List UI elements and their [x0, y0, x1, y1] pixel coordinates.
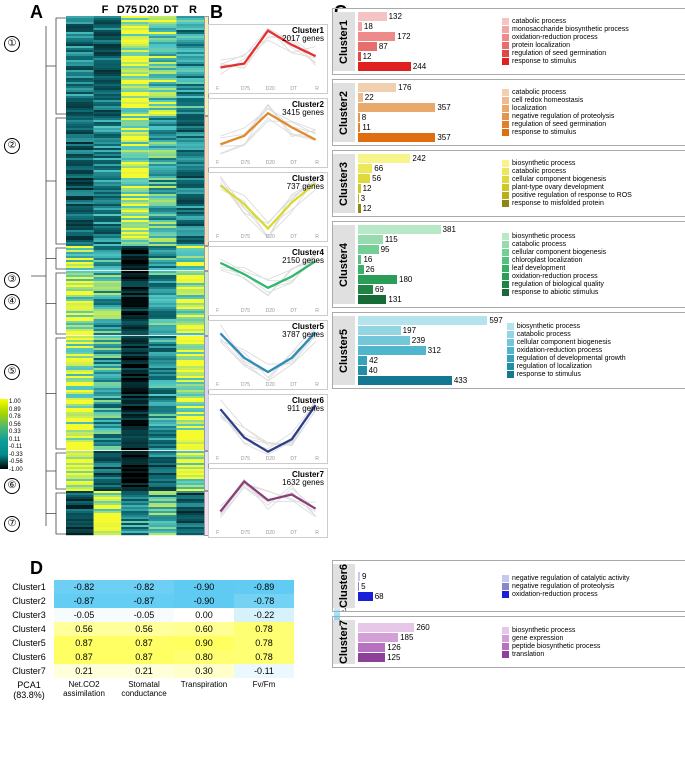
heatmap-svg [66, 16, 204, 536]
corr-cell: 0.78 [234, 650, 294, 664]
corr-cell: 0.60 [174, 622, 234, 636]
cluster-title: Cluster53787 genes [282, 323, 324, 339]
go-block-Cluster3: Cluster3242665612312biosynthetic process… [332, 150, 685, 217]
cluster-plot-Cluster7: Cluster71632 genesFD75D20DTR [208, 468, 328, 538]
panel-a-label: A [30, 2, 43, 23]
go-block-label: Cluster1 [333, 12, 355, 71]
cluster-plot-Cluster5: Cluster53787 genesFD75D20DTR [208, 320, 328, 390]
cluster-title: Cluster6911 genes [287, 397, 324, 413]
cluster-circle: ⑤ [4, 364, 20, 380]
heatmap-body: ① ② ③ ④ ⑤ ⑥ ⑦ [4, 16, 204, 536]
heatmap-col-F: F [94, 4, 116, 16]
panel-c-go-upper: C Cluster1132181728712244catabolic proce… [332, 4, 685, 552]
panel-c-go-lower: Cluster69568negative regulation of catal… [332, 556, 685, 702]
cluster-plot-Cluster6: Cluster6911 genesFD75D20DTR [208, 394, 328, 464]
corr-cell: -0.11 [234, 664, 294, 678]
corr-cell: 0.80 [174, 650, 234, 664]
cluster-circle: ① [4, 36, 20, 52]
cluster-circle: ④ [4, 294, 20, 310]
cluster-title: Cluster3737 genes [287, 175, 324, 191]
cluster-title: Cluster12017 genes [282, 27, 324, 43]
corr-cell: -0.05 [54, 608, 114, 622]
heatmap-col-DT: DT [160, 4, 182, 16]
cluster-plot-Cluster3: Cluster3737 genesFD75D20DTR [208, 172, 328, 242]
corr-cell: -0.78 [234, 594, 294, 608]
corr-cell: 0.87 [54, 650, 114, 664]
corr-cell: 0.78 [234, 622, 294, 636]
cluster-circle: ③ [4, 272, 20, 288]
cluster-plot-Cluster2: Cluster23415 genesFD75D20DTR [208, 98, 328, 168]
corr-row-label: Cluster5 [4, 636, 54, 650]
corr-cell: -0.90 [174, 580, 234, 594]
go-blocks-upper: Cluster1132181728712244catabolic process… [332, 8, 685, 389]
corr-cell: 0.00 [174, 608, 234, 622]
corr-col-header: Net.CO2 assimilation [54, 678, 114, 702]
go-block-label: Cluster5 [333, 316, 355, 385]
go-block-Cluster2: Cluster217622357811357catabolic processc… [332, 79, 685, 146]
panel-d-correlation: D Cluster1-0.82-0.82-0.90-0.89Cluster2-0… [4, 562, 328, 702]
dendrogram [26, 16, 66, 536]
corr-cell: -0.22 [234, 608, 294, 622]
cluster-title: Cluster71632 genes [282, 471, 324, 487]
go-block-Cluster6: Cluster69568negative regulation of catal… [332, 560, 685, 612]
corr-row-label: Cluster3 [4, 608, 54, 622]
go-block-Cluster7: Cluster7260185126125biosynthetic process… [332, 616, 685, 668]
correlation-table: Cluster1-0.82-0.82-0.90-0.89Cluster2-0.8… [4, 576, 328, 702]
color-scale-labels: 1.00 0.89 0.78 0.56 0.33 0.11 -0.11 -0.3… [9, 399, 23, 474]
cluster-circle: ⑦ [4, 516, 20, 532]
heatmap-color-scale: 1.00 0.89 0.78 0.56 0.33 0.11 -0.11 -0.3… [0, 399, 16, 472]
corr-cell: 0.87 [114, 636, 174, 650]
corr-cell: 0.87 [54, 636, 114, 650]
corr-cell: 0.56 [54, 622, 114, 636]
corr-col-header: Transpiration [174, 678, 234, 702]
cluster-plots-container: Cluster12017 genesFD75D20DTRCluster23415… [208, 24, 328, 538]
go-block-label: Cluster6 [333, 564, 355, 608]
heatmap-col-R: R [182, 4, 204, 16]
corr-col-header: Stomatal conductance [114, 678, 174, 702]
figure-root: A FD75D20DTR ① ② ③ ④ ⑤ ⑥ ⑦ 1.00 0.89 0.78 0.56… [4, 4, 681, 702]
corr-cell: -0.87 [54, 594, 114, 608]
panel-b-label: B [210, 2, 223, 23]
corr-cell: -0.05 [114, 608, 174, 622]
go-block-Cluster4: Cluster438111595162618069131biosynthetic… [332, 221, 685, 308]
go-block-Cluster1: Cluster1132181728712244catabolic process… [332, 8, 685, 75]
corr-cell: 0.30 [174, 664, 234, 678]
color-scale-bar [0, 399, 8, 469]
heatmap-area [66, 16, 204, 536]
cluster-plot-Cluster4: Cluster42150 genesFD75D20DTR [208, 246, 328, 316]
corr-row-label: Cluster7 [4, 664, 54, 678]
corr-row-label: Cluster1 [4, 580, 54, 594]
cluster-circle: ② [4, 138, 20, 154]
corr-cell: -0.89 [234, 580, 294, 594]
panel-a-heatmap: A FD75D20DTR ① ② ③ ④ ⑤ ⑥ ⑦ 1.00 0.89 0.78 0.56… [4, 4, 204, 552]
corr-cell: 0.21 [114, 664, 174, 678]
corr-cell: -0.90 [174, 594, 234, 608]
corr-cell: 0.87 [114, 650, 174, 664]
corr-col-header: Fv/Fm [234, 678, 294, 702]
go-block-label: Cluster4 [333, 225, 355, 304]
corr-row-label: Cluster4 [4, 622, 54, 636]
heatmap-col-D20: D20 [138, 4, 160, 16]
corr-cell: 0.78 [234, 636, 294, 650]
corr-cell: 0.21 [54, 664, 114, 678]
cluster-plot-Cluster1: Cluster12017 genesFD75D20DTR [208, 24, 328, 94]
cluster-title: Cluster23415 genes [282, 101, 324, 117]
go-block-Cluster5: Cluster55971972393124240433biosynthetic … [332, 312, 685, 389]
corr-cell: 0.56 [114, 622, 174, 636]
corr-cell: -0.87 [114, 594, 174, 608]
corr-row-label: Cluster2 [4, 594, 54, 608]
cluster-title: Cluster42150 genes [282, 249, 324, 265]
corr-cell: 0.90 [174, 636, 234, 650]
corr-cell: -0.82 [54, 580, 114, 594]
cluster-circle: ⑥ [4, 478, 20, 494]
panel-b-clusters: B Cluster12017 genesFD75D20DTRCluster234… [208, 4, 328, 552]
heatmap-col-D75: D75 [116, 4, 138, 16]
go-blocks-lower: Cluster69568negative regulation of catal… [332, 560, 685, 668]
corr-cell: -0.82 [114, 580, 174, 594]
go-block-label: Cluster2 [333, 83, 355, 142]
corr-row-label: Cluster6 [4, 650, 54, 664]
go-block-label: Cluster3 [333, 154, 355, 213]
go-block-label: Cluster7 [333, 620, 355, 664]
panel-d-label: D [30, 558, 43, 579]
